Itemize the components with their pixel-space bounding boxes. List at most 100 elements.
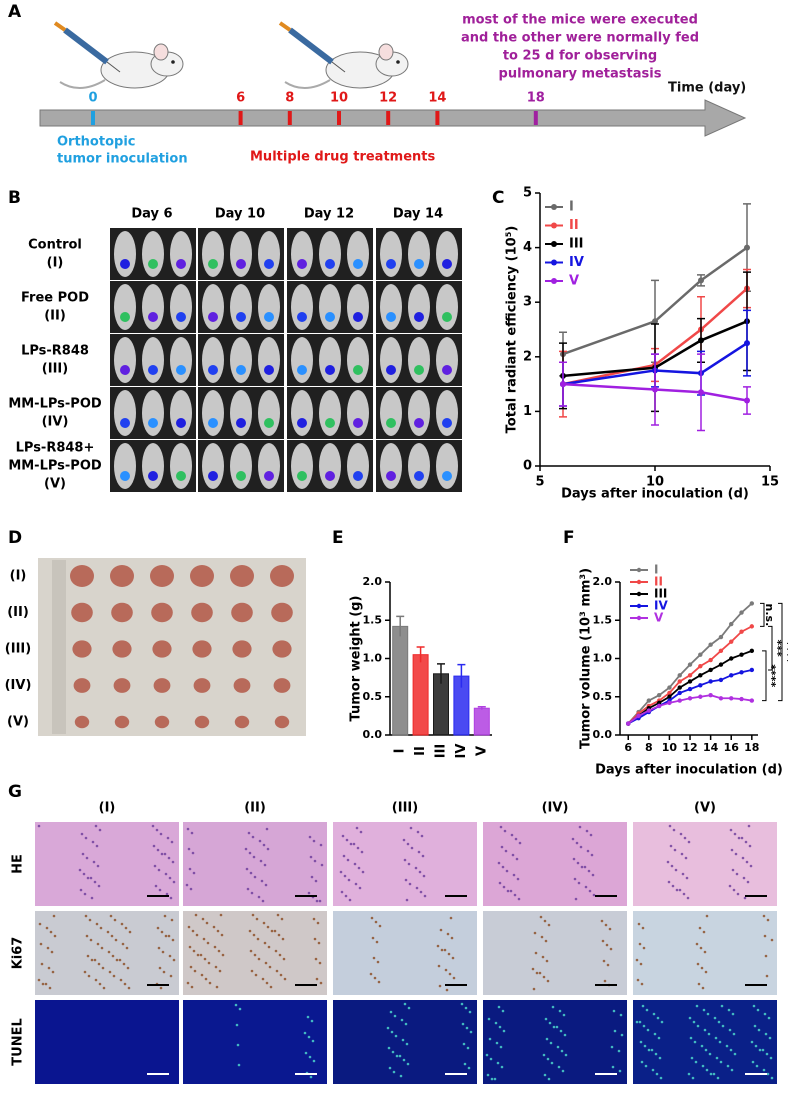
cell-dot [346, 858, 350, 862]
cell-dot [576, 861, 580, 865]
x-tick-label: I [393, 749, 408, 754]
cell-dot [443, 948, 447, 952]
cell-dot [513, 893, 517, 897]
cell-dot [394, 1034, 398, 1038]
signal-spot [414, 365, 424, 375]
cell-dot [115, 958, 119, 962]
cell-dot [494, 1021, 498, 1025]
signal-spot [148, 471, 158, 481]
mouse-silhouette [291, 390, 313, 436]
cell-dot [102, 986, 106, 990]
cell-dot [348, 898, 352, 902]
cell-dot [511, 853, 515, 857]
x-tick-label: III [434, 744, 449, 759]
tumor [150, 565, 174, 587]
cell-dot [757, 1028, 761, 1032]
legend-marker [551, 204, 557, 210]
cell-dot [692, 1020, 696, 1024]
signal-spot [236, 259, 246, 269]
signal-spot [176, 365, 186, 375]
column-header: (IV) [542, 801, 569, 816]
cell-dot [636, 978, 640, 982]
row-label: (I) [10, 569, 27, 584]
data-point [687, 696, 693, 701]
cell-dot [672, 828, 676, 832]
cell-dot [245, 867, 249, 871]
signal-spot [236, 418, 246, 428]
cell-dot [695, 942, 699, 946]
micrograph [333, 822, 477, 906]
signal-spot [297, 312, 307, 322]
cell-dot [746, 880, 750, 884]
cell-dot [543, 919, 547, 923]
mouse-silhouette [230, 337, 252, 383]
data-point [708, 657, 713, 663]
cell-dot [390, 1030, 394, 1034]
cell-dot [750, 1040, 754, 1044]
cell-dot [217, 949, 221, 953]
cell-dot [403, 1002, 407, 1006]
cell-dot [395, 1054, 399, 1058]
data-point [677, 698, 682, 703]
x-tick-label: 18 [744, 741, 759, 754]
micrograph [35, 1000, 179, 1084]
cell-dot [280, 917, 284, 921]
cell-dot [605, 943, 609, 947]
ruler [52, 560, 66, 734]
mouse-silhouette [230, 231, 252, 277]
tumor [113, 678, 131, 693]
micrograph [183, 822, 327, 906]
cell-dot [751, 1060, 755, 1064]
cell-dot [509, 889, 513, 893]
signal-spot [264, 471, 274, 481]
cell-dot [745, 860, 749, 864]
signal-spot [264, 312, 274, 322]
cell-dot [700, 1044, 704, 1048]
y-tick-label: 1 [523, 404, 532, 419]
cell-dot [358, 886, 362, 890]
cell-dot [418, 870, 422, 874]
cell-dot [169, 896, 173, 900]
cell-dot [246, 887, 250, 891]
cell-dot [319, 981, 323, 985]
cell-dot [613, 1029, 617, 1033]
cell-dot [693, 1040, 697, 1044]
cell-dot [673, 848, 677, 852]
mouse-silhouette [380, 390, 402, 436]
cell-dot [619, 1013, 623, 1017]
cell-dot [308, 1055, 312, 1059]
cell-dot [640, 1060, 644, 1064]
mouse-eye [171, 60, 175, 64]
cell-dot [770, 938, 774, 942]
cell-dot [307, 891, 311, 895]
cell-dot [701, 986, 705, 990]
cell-dot [100, 946, 104, 950]
cell-dot [312, 839, 316, 843]
cell-dot [549, 1041, 553, 1045]
cell-dot [601, 939, 605, 943]
mouse-tail [284, 79, 331, 89]
cell-dot [123, 982, 127, 986]
data-point [708, 693, 713, 698]
cell-dot [356, 846, 360, 850]
cell-dot [500, 845, 504, 849]
cell-dot [202, 937, 206, 941]
cell-dot [669, 844, 673, 848]
cell-dot [218, 969, 222, 973]
cell-dot [489, 1057, 493, 1061]
cell-dot [768, 1036, 772, 1040]
cell-dot [493, 1077, 497, 1081]
mouse-silhouette [319, 231, 341, 277]
panel-label: F [563, 528, 575, 548]
cell-dot [496, 1061, 500, 1065]
cell-dot [110, 934, 114, 938]
legend-label: II [569, 218, 579, 233]
cell-dot [152, 844, 156, 848]
cell-dot [266, 925, 270, 929]
micrograph [633, 822, 777, 906]
cell-dot [690, 1056, 694, 1060]
cell-dot [420, 834, 424, 838]
mouse-silhouette [319, 284, 341, 330]
cell-dot [655, 1072, 659, 1076]
signal-spot [176, 471, 186, 481]
